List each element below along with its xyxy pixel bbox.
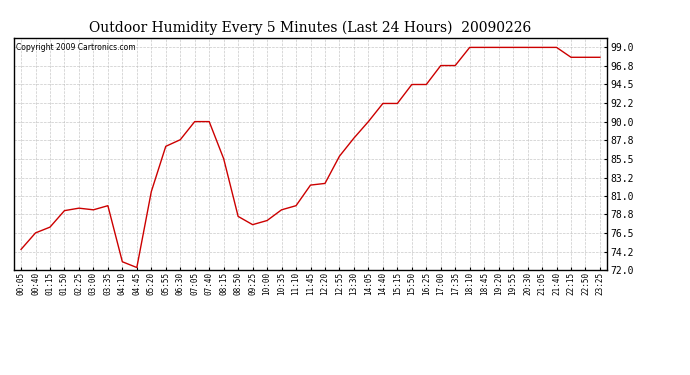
Title: Outdoor Humidity Every 5 Minutes (Last 24 Hours)  20090226: Outdoor Humidity Every 5 Minutes (Last 2… <box>90 21 531 35</box>
Text: Copyright 2009 Cartronics.com: Copyright 2009 Cartronics.com <box>16 44 135 52</box>
